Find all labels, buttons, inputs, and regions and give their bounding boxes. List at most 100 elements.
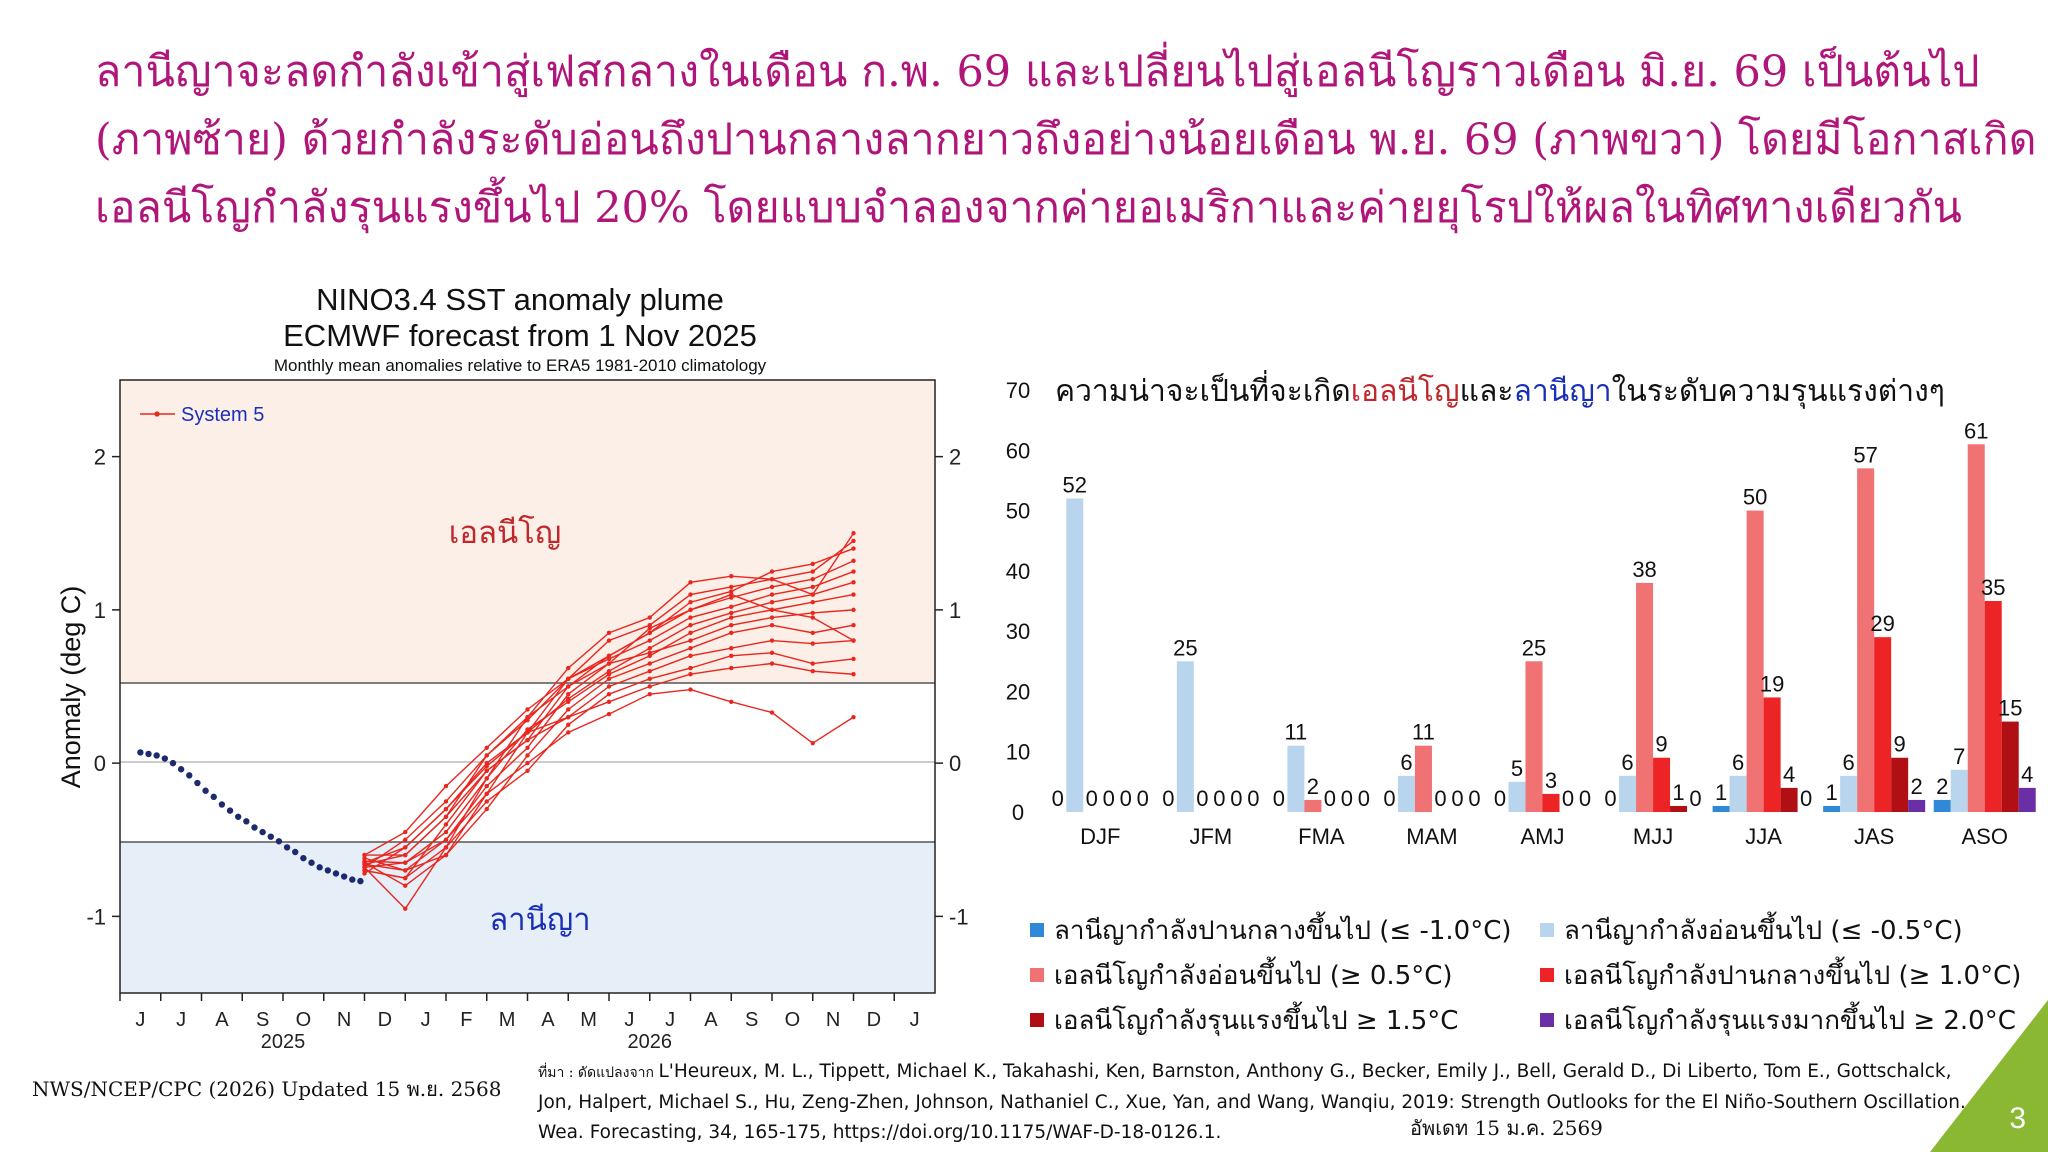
bar bbox=[1066, 498, 1084, 812]
legend-system5: System 5 bbox=[181, 404, 264, 426]
ensemble-point bbox=[606, 699, 612, 705]
legend-label: เอลนีโญกำลังรุนแรงขึ้นไป ≥ 1.5°C bbox=[1054, 1006, 1459, 1036]
ensemble-point bbox=[647, 645, 652, 651]
citation: ที่มา : ดัดแปลงจาก L'Heureux, M. L., Tip… bbox=[538, 1057, 1988, 1148]
bar bbox=[1525, 661, 1543, 812]
ensemble-point bbox=[729, 610, 734, 616]
legend-label: ลานีญากำลังอ่อนขึ้นไป (≤ -0.5°C) bbox=[1564, 916, 1963, 946]
ensemble-point bbox=[647, 684, 652, 689]
observed-point bbox=[275, 838, 283, 845]
bar-ytick-label: 40 bbox=[1006, 559, 1030, 584]
plume-month-label: D bbox=[867, 1009, 881, 1031]
bar-data-label: 2 bbox=[1911, 774, 1923, 799]
plume-month-label: A bbox=[541, 1009, 555, 1031]
ensemble-point bbox=[403, 845, 408, 850]
ensemble-point bbox=[688, 600, 693, 605]
bar-data-label: 0 bbox=[1137, 786, 1149, 811]
ensemble-point bbox=[566, 665, 571, 671]
ensemble-point bbox=[606, 653, 612, 659]
bar bbox=[1397, 775, 1415, 812]
bar-data-label: 0 bbox=[1579, 786, 1591, 811]
plume-month-label: J bbox=[135, 1009, 145, 1031]
ensemble-point bbox=[403, 868, 408, 873]
ensemble-point bbox=[484, 753, 489, 758]
ensemble-point bbox=[851, 638, 856, 643]
ensemble-point bbox=[810, 561, 815, 567]
bar-data-label: 38 bbox=[1632, 557, 1656, 582]
ensemble-point bbox=[443, 783, 449, 789]
bar-data-label: 57 bbox=[1853, 442, 1877, 467]
bar-title-part-1: ความน่าจะเป็นที่จะเกิด bbox=[1055, 374, 1351, 409]
bar-category-label: ASO bbox=[1961, 824, 2007, 849]
bar-title-part-3: และ bbox=[1459, 374, 1514, 409]
ensemble-point bbox=[606, 668, 612, 674]
ensemble-point bbox=[647, 691, 652, 697]
ensemble-point bbox=[443, 837, 449, 842]
bar-data-label: 0 bbox=[1162, 786, 1174, 811]
ensemble-point bbox=[484, 799, 489, 804]
plume-month-label: A bbox=[215, 1009, 229, 1031]
bar-data-label: 9 bbox=[1894, 732, 1906, 757]
legend-item: เอลนีโญกำลังปานกลางขึ้นไป (≥ 1.0°C) bbox=[1540, 955, 2021, 996]
ensemble-point bbox=[606, 630, 612, 636]
observed-point bbox=[259, 828, 266, 836]
ensemble-point bbox=[443, 845, 449, 850]
legend-swatch bbox=[1030, 923, 1044, 937]
ensemble-point bbox=[851, 580, 856, 585]
observed-point bbox=[194, 779, 201, 787]
citation-text: L'Heureux, M. L., Tippett, Michael K., T… bbox=[538, 1061, 1966, 1143]
bar bbox=[1780, 787, 1798, 812]
ensemble-point bbox=[525, 753, 530, 758]
ensemble-point bbox=[851, 656, 856, 662]
observed-point bbox=[210, 793, 217, 801]
bar-data-label: 0 bbox=[1689, 786, 1701, 811]
observed-point bbox=[226, 807, 234, 814]
ensemble-point bbox=[484, 763, 489, 769]
plume-month-label: J bbox=[910, 1009, 920, 1031]
bar bbox=[1304, 799, 1322, 812]
bar-data-label: 1 bbox=[1715, 780, 1727, 805]
plume-month-label: J bbox=[176, 1009, 186, 1031]
plume-month-label: N bbox=[337, 1009, 351, 1031]
ensemble-point bbox=[566, 691, 571, 697]
ensemble-point bbox=[688, 615, 693, 620]
plume-month-label: J bbox=[665, 1009, 675, 1031]
bar-data-label: 0 bbox=[1468, 786, 1480, 811]
bar-data-label: 61 bbox=[1964, 418, 1988, 443]
legend-swatch bbox=[1540, 968, 1554, 982]
bar-data-label: 9 bbox=[1655, 732, 1667, 757]
ensemble-point bbox=[566, 699, 571, 705]
bar-category-label: JAS bbox=[1854, 824, 1894, 849]
ensemble-point bbox=[484, 776, 489, 781]
ensemble-point bbox=[606, 691, 612, 697]
bar-title-part-5: ในระดับความรุนแรงต่างๆ bbox=[1611, 374, 1945, 409]
ensemble-point bbox=[851, 569, 856, 574]
ensemble-point bbox=[525, 745, 530, 750]
bar-data-label: 0 bbox=[1086, 786, 1098, 811]
plume-month-label: F bbox=[460, 1009, 472, 1031]
plume-month-label: M bbox=[580, 1009, 597, 1031]
bar-title-la-nina: ลานีญา bbox=[1513, 374, 1612, 409]
observed-point bbox=[340, 873, 348, 880]
observed-point bbox=[349, 876, 356, 883]
plume-ytick-label-right: 0 bbox=[949, 751, 961, 776]
plume-chart: เอลนีโญ ลานีญา -1 -1 0 0 1 1 2 2 J J A S O N D J F M A M J J A… bbox=[56, 379, 969, 1053]
bar-ytick-label: 10 bbox=[1006, 740, 1030, 765]
observed-point bbox=[243, 818, 250, 825]
bar-data-label: 11 bbox=[1412, 720, 1435, 745]
bar-data-label: 0 bbox=[1324, 786, 1336, 811]
ensemble-point bbox=[851, 531, 856, 536]
bar bbox=[1984, 601, 2002, 812]
bar-data-label: 25 bbox=[1522, 635, 1546, 660]
legend-swatch bbox=[1030, 1013, 1044, 1027]
ensemble-point bbox=[769, 600, 775, 605]
observed-point bbox=[202, 787, 209, 794]
ensemble-point bbox=[810, 661, 815, 666]
observed-point bbox=[161, 755, 169, 762]
ensemble-point bbox=[362, 852, 367, 858]
ensemble-point bbox=[647, 623, 652, 628]
bar-data-label: 2 bbox=[1307, 774, 1319, 799]
ensemble-point bbox=[525, 737, 530, 743]
ensemble-point bbox=[403, 860, 408, 865]
